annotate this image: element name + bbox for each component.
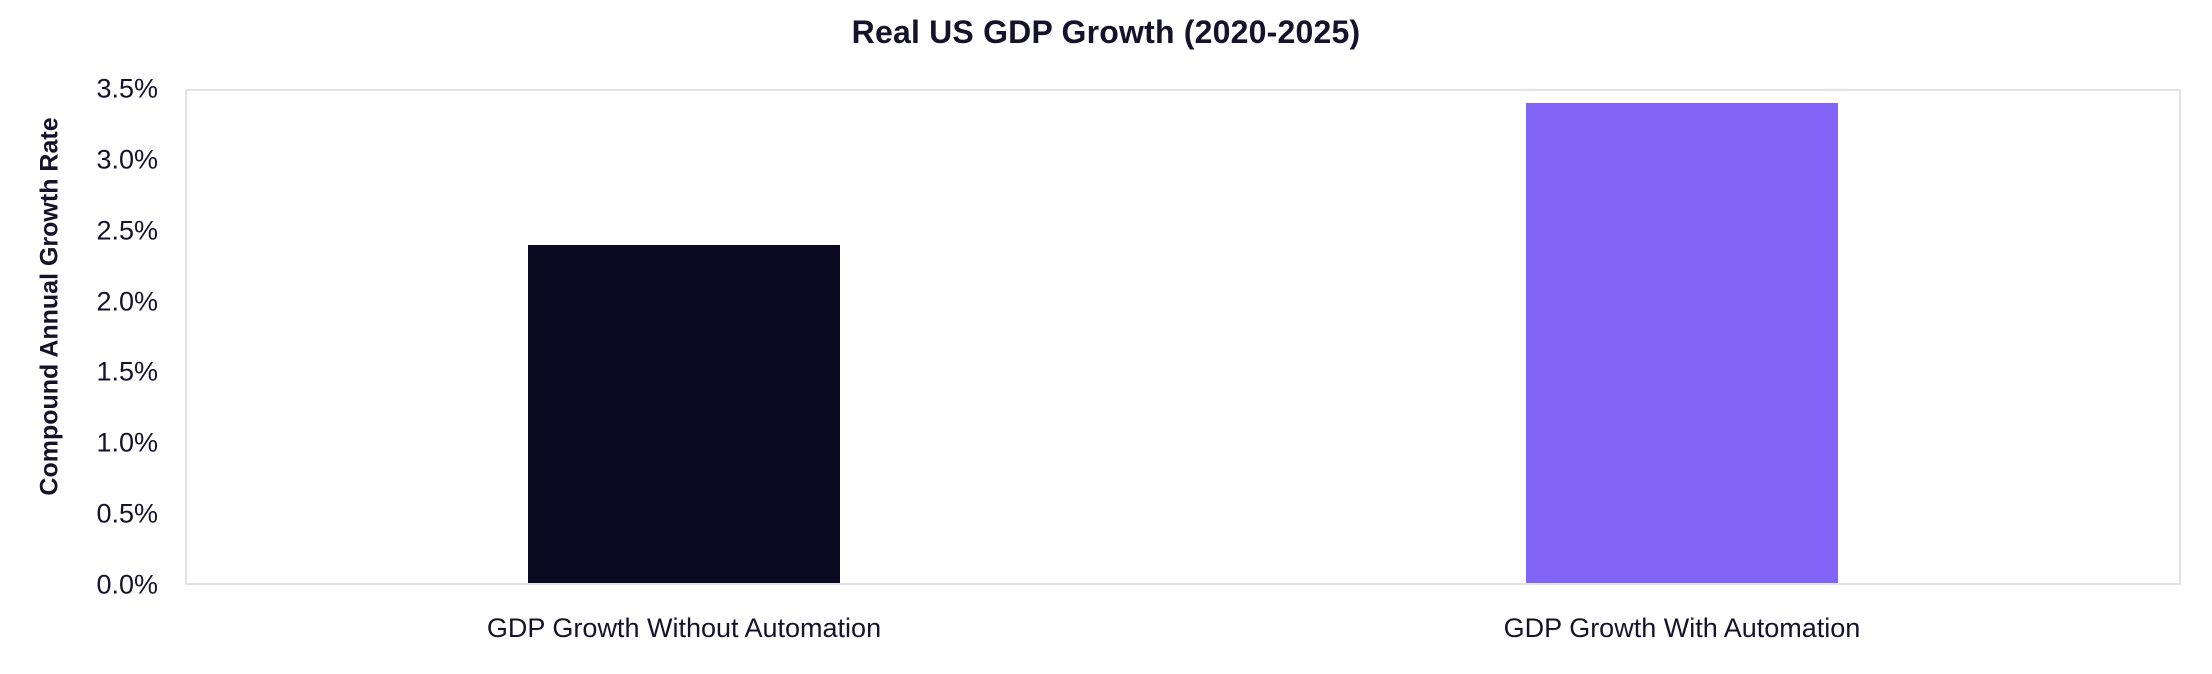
y-tick-label-35: 3.5% bbox=[96, 73, 158, 104]
bar-0 bbox=[528, 245, 840, 583]
y-tick-label-30: 3.0% bbox=[96, 144, 158, 175]
y-tick-label-00: 0.0% bbox=[96, 569, 158, 600]
chart-title: Real US GDP Growth (2020-2025) bbox=[851, 14, 1361, 50]
x-category-label-1: GDP Growth With Automation bbox=[1503, 613, 1861, 643]
y-tick-label-25: 2.5% bbox=[96, 215, 158, 246]
y-tick-label-20: 2.0% bbox=[96, 286, 158, 317]
y-tick-label-10: 1.0% bbox=[96, 427, 158, 458]
x-category-label-0: GDP Growth Without Automation bbox=[486, 613, 882, 643]
bar-1 bbox=[1526, 103, 1838, 583]
y-tick-label-05: 0.5% bbox=[96, 498, 158, 529]
y-tick-label-15: 1.5% bbox=[96, 356, 158, 387]
plot-area bbox=[185, 89, 2181, 585]
